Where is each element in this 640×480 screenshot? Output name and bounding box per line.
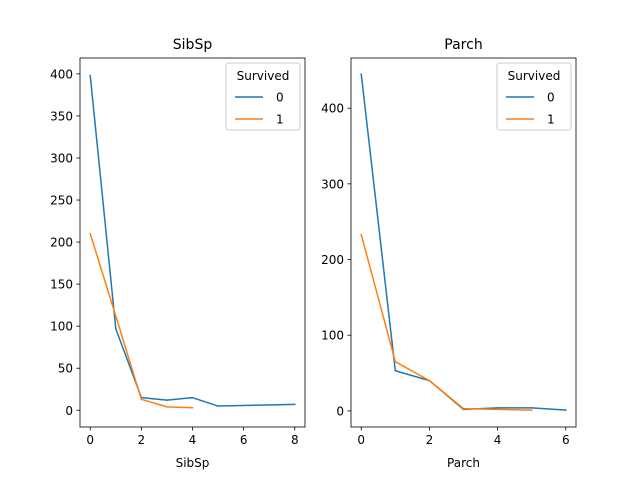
data-point <box>462 407 465 410</box>
legend-entry-label: 1 <box>547 113 555 127</box>
data-point <box>294 403 296 406</box>
data-point <box>530 409 533 411</box>
data-point <box>140 398 143 401</box>
data-point <box>360 233 362 236</box>
subplot-sibsp: SibSp 0 2 4 6 8 0 50 100 150 200 250 300 350 400 SibSp S… <box>50 37 306 470</box>
y-tick-label: 0 <box>336 404 344 418</box>
y-tick-label: 200 <box>321 253 344 267</box>
y-tick-label: 350 <box>50 109 73 123</box>
x-tick-label: 4 <box>189 433 197 447</box>
y-tick-label: 100 <box>50 320 73 334</box>
legend-title: Survived <box>237 69 290 83</box>
legend-entry-label: 0 <box>276 91 284 105</box>
chart-title: Parch <box>444 37 482 53</box>
data-point <box>89 232 91 235</box>
x-axis-label: SibSp <box>176 456 210 470</box>
data-point <box>360 73 362 75</box>
data-point <box>217 405 219 407</box>
axes-frame <box>350 57 577 428</box>
data-point <box>191 406 194 409</box>
legend-title: Survived <box>508 69 561 83</box>
y-tick-label: 200 <box>50 236 73 250</box>
data-point <box>496 407 499 409</box>
x-tick-label: 6 <box>562 433 570 447</box>
x-tick-label: 2 <box>138 433 146 447</box>
y-tick-label: 0 <box>65 404 73 418</box>
data-point <box>565 409 567 411</box>
y-tick-label: 150 <box>50 278 73 292</box>
x-tick-label: 0 <box>357 433 365 447</box>
x-tick-label: 4 <box>494 433 502 447</box>
x-axis-label: Parch <box>447 456 480 470</box>
chart-title: SibSp <box>173 37 213 53</box>
legend: Survived 0 1 <box>496 62 572 131</box>
data-point <box>89 74 91 77</box>
data-point <box>166 399 168 401</box>
y-tick-label: 100 <box>321 329 344 343</box>
data-point <box>115 327 117 330</box>
x-tick-label: 2 <box>426 433 434 447</box>
x-tick-label: 6 <box>240 433 248 447</box>
x-tick-label: 8 <box>291 433 299 447</box>
legend: Survived 0 1 <box>225 62 301 131</box>
legend-entry-label: 1 <box>276 113 284 127</box>
data-point <box>394 370 397 372</box>
y-tick-label: 50 <box>58 362 73 376</box>
data-point <box>394 360 397 363</box>
y-tick-label: 300 <box>50 151 73 165</box>
y-tick-label: 400 <box>321 102 344 116</box>
y-tick-label: 300 <box>321 177 344 191</box>
data-point <box>166 406 168 408</box>
data-point <box>191 396 194 399</box>
y-tick-label: 250 <box>50 194 73 208</box>
data-point <box>428 379 431 382</box>
data-point <box>115 315 117 317</box>
data-point <box>530 407 533 409</box>
subplot-parch: Parch 0 2 4 6 0 100 200 300 400 Parch Survived 0 1 <box>321 37 577 470</box>
x-tick-label: 0 <box>86 433 94 447</box>
y-tick-label: 400 <box>50 67 73 81</box>
legend-entry-label: 0 <box>547 91 555 105</box>
